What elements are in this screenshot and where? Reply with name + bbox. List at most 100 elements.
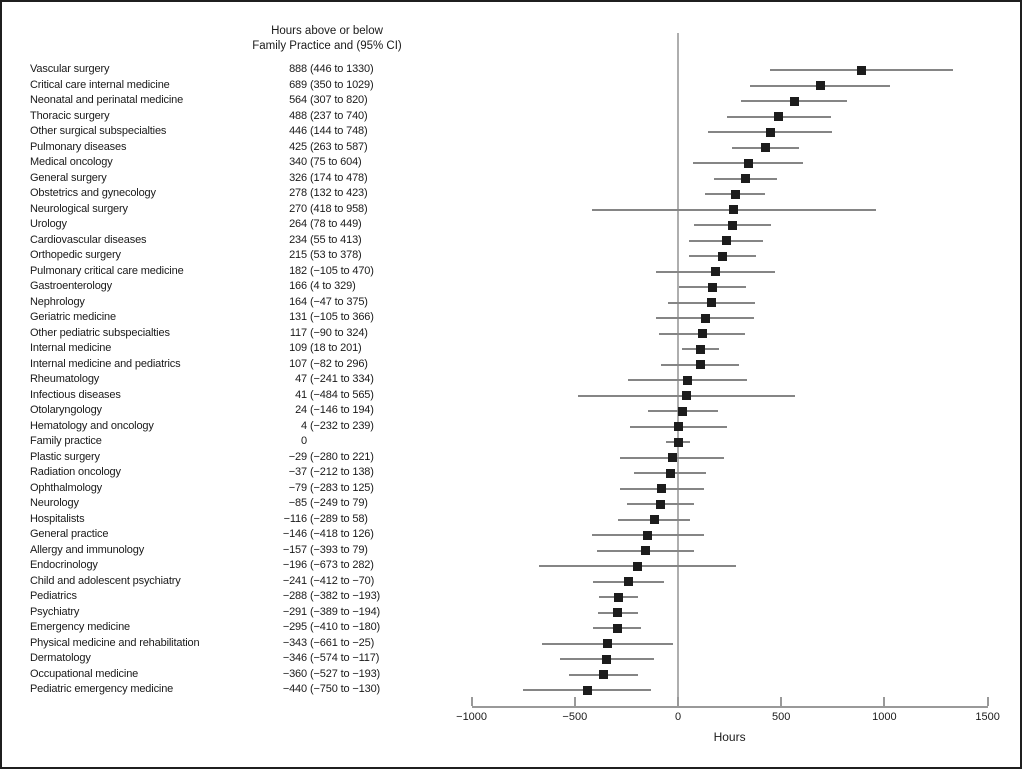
estimate-value: 488	[289, 109, 307, 122]
specialty-label: Emergency medicine	[30, 621, 131, 634]
specialty-label: Other pediatric subspecialties	[30, 326, 170, 339]
row-value: −291 (−389 to −194)	[257, 605, 380, 621]
row-value: 109 (18 to 201)	[257, 341, 362, 357]
x-axis-tick	[883, 697, 886, 706]
x-axis-tick-label: 500	[772, 711, 791, 723]
row-value: −85 (−249 to 79)	[257, 496, 368, 512]
estimate-value: 425	[289, 140, 307, 153]
point-marker	[614, 592, 624, 602]
specialty-label: Nephrology	[30, 295, 85, 308]
ci-value: (−212 to 138)	[310, 466, 374, 479]
ci-value: (−105 to 470)	[310, 264, 374, 277]
row-value: 689 (350 to 1029)	[257, 78, 374, 94]
specialty-label: Pulmonary diseases	[30, 140, 127, 153]
ci-value: (−90 to 324)	[310, 326, 368, 339]
estimate-value: 234	[289, 233, 307, 246]
ci-value: (−750 to −130)	[310, 683, 381, 696]
row-value: −346 (−574 to −117)	[257, 651, 380, 667]
specialty-label: Allergy and immunology	[30, 543, 145, 556]
row-value: 47 (−241 to 334)	[257, 372, 374, 388]
estimate-value: 340	[289, 156, 307, 169]
specialty-label: Infectious diseases	[30, 388, 121, 401]
point-marker	[667, 453, 677, 462]
estimate-value: −29	[288, 450, 307, 463]
point-marker	[765, 127, 775, 137]
row-value: 888 (446 to 1330)	[257, 62, 374, 78]
point-marker	[665, 468, 675, 478]
estimate-value: 117	[289, 326, 307, 339]
point-marker	[599, 670, 609, 679]
row-value: 41 (−484 to 565)	[257, 388, 374, 404]
point-marker	[761, 143, 771, 152]
x-axis-tick-label: 1000	[872, 711, 897, 723]
point-marker	[774, 112, 784, 121]
estimate-value: 564	[289, 94, 307, 107]
point-marker	[657, 484, 667, 493]
specialty-label: Ophthalmology	[30, 481, 103, 494]
point-marker	[730, 189, 740, 199]
ci-value: (−484 to 565)	[310, 388, 374, 401]
ci-value: (263 to 587)	[310, 140, 368, 153]
point-marker	[612, 623, 622, 633]
specialty-label: Pediatric emergency medicine	[30, 683, 174, 696]
specialty-label: Internal medicine and pediatrics	[30, 357, 181, 370]
point-marker	[613, 608, 623, 617]
estimate-value: 215	[289, 249, 307, 262]
point-marker	[707, 282, 717, 292]
row-value: 564 (307 to 820)	[257, 93, 368, 109]
point-marker	[815, 81, 825, 90]
ci-value: (174 to 478)	[310, 171, 368, 184]
specialty-label: Urology	[30, 218, 67, 231]
row-value: −157 (−393 to 79)	[257, 543, 368, 559]
estimate-value: −79	[288, 481, 307, 494]
estimate-value: 182	[289, 264, 307, 277]
specialty-label: Rheumatology	[30, 373, 100, 386]
x-axis-tick-label: 1500	[975, 711, 1000, 723]
ci-value: (307 to 820)	[310, 94, 368, 107]
estimate-value: 166	[289, 280, 307, 293]
ci-value: (418 to 958)	[310, 202, 368, 215]
ci-value: (−418 to 126)	[310, 528, 374, 541]
estimate-value: 24	[295, 404, 307, 417]
row-value: −360 (−527 to −193)	[257, 667, 380, 683]
row-value: −146 (−418 to 126)	[257, 527, 374, 543]
estimate-value: 107	[289, 357, 307, 370]
row-value: −196 (−673 to 282)	[257, 558, 374, 574]
row-value: −29 (−280 to 221)	[257, 450, 374, 466]
specialty-label: Otolaryngology	[30, 404, 102, 417]
row-value: −116 (−289 to 58)	[257, 512, 368, 528]
ci-value: (−241 to 334)	[310, 373, 374, 386]
estimate-value: 4	[301, 419, 307, 432]
ci-value: (−289 to 58)	[310, 512, 368, 525]
ci-value: (−574 to −117)	[310, 652, 380, 665]
specialty-label: Neurological surgery	[30, 202, 128, 215]
point-marker	[695, 344, 705, 354]
row-value: 164 (−47 to 375)	[257, 295, 368, 311]
row-value: 182 (−105 to 470)	[257, 264, 374, 280]
ci-value: (−283 to 125)	[310, 481, 374, 494]
row-value: 264 (78 to 449)	[257, 217, 362, 233]
estimate-value: 109	[289, 342, 307, 355]
row-value: 425 (263 to 587)	[257, 140, 368, 156]
ci-value: (78 to 449)	[310, 218, 362, 231]
specialty-label: Other surgical subspecialties	[30, 125, 167, 138]
ci-value: (55 to 413)	[310, 233, 362, 246]
specialty-label: Pediatrics	[30, 590, 77, 603]
specialty-label: Physical medicine and rehabilitation	[30, 636, 200, 649]
row-value: −37 (−212 to 138)	[257, 465, 374, 481]
row-value: 0	[257, 434, 307, 450]
estimate-value: 41	[295, 388, 307, 401]
specialty-label: Obstetrics and gynecology	[30, 187, 156, 200]
x-axis-tick-label: −500	[562, 711, 588, 723]
specialty-label: Gastroenterology	[30, 280, 112, 293]
estimate-value: 131	[289, 311, 307, 324]
row-value: 117 (−90 to 324)	[257, 326, 368, 342]
x-axis-tick-label: −1000	[456, 711, 488, 723]
row-value: 340 (75 to 604)	[257, 155, 362, 171]
ci-value: (−673 to 282)	[310, 559, 374, 572]
specialty-label: General practice	[30, 528, 109, 541]
ci-value: (144 to 748)	[310, 125, 368, 138]
estimate-value: 164	[289, 295, 307, 308]
estimate-value: −291	[282, 605, 307, 618]
